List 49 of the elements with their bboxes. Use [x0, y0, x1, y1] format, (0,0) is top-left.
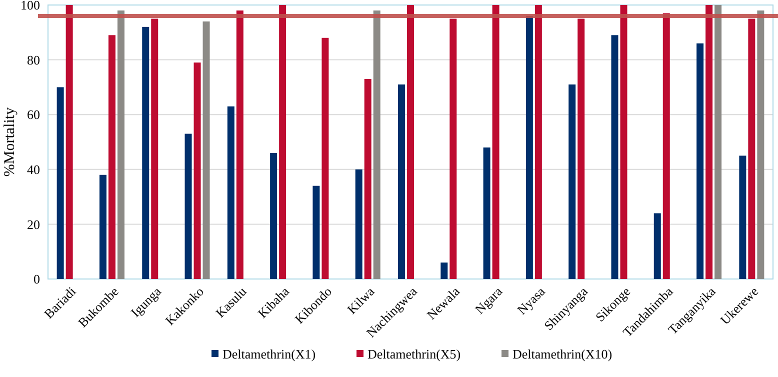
legend-label: Deltamethrin(X1) — [222, 346, 316, 362]
bar — [184, 134, 192, 279]
bar — [654, 213, 661, 279]
bar — [66, 5, 73, 279]
legend-label: Deltamethrin(X5) — [368, 346, 461, 362]
bar — [611, 35, 618, 279]
bar — [322, 38, 329, 279]
bar — [151, 18, 158, 279]
bar — [578, 18, 585, 279]
y-tick-label: 60 — [27, 107, 40, 122]
bar — [696, 43, 704, 279]
y-tick-label: 100 — [20, 0, 40, 13]
bar — [492, 5, 500, 279]
bar — [450, 18, 457, 279]
bar — [534, 5, 542, 279]
bar — [56, 87, 64, 279]
bar — [526, 16, 533, 279]
bar — [355, 169, 362, 279]
bar — [279, 5, 286, 279]
bar — [99, 174, 106, 279]
bar — [620, 5, 628, 279]
bar — [757, 10, 764, 279]
bar — [748, 18, 756, 279]
bar — [194, 62, 201, 279]
bar — [407, 5, 414, 279]
y-tick-label: 20 — [27, 216, 40, 232]
bar — [739, 156, 746, 279]
y-tick-label: 0 — [34, 272, 40, 287]
bar — [117, 10, 124, 279]
bar — [714, 5, 722, 279]
bar — [202, 21, 210, 279]
bar — [568, 84, 576, 279]
bar — [227, 106, 234, 279]
y-axis-title: %Mortality — [2, 106, 18, 177]
bar — [236, 10, 244, 279]
bar — [108, 35, 116, 279]
legend-label: Deltamethrin(X10) — [512, 346, 612, 362]
y-tick-label: 80 — [27, 52, 40, 68]
bar — [364, 78, 372, 279]
bar — [270, 152, 278, 279]
bar — [373, 10, 380, 279]
bar — [662, 13, 670, 279]
bar — [706, 5, 713, 279]
bar — [142, 26, 150, 279]
bar — [312, 186, 320, 279]
bar — [440, 262, 448, 279]
y-tick-label: 40 — [27, 162, 40, 177]
bar — [483, 147, 490, 279]
bar — [398, 84, 405, 279]
